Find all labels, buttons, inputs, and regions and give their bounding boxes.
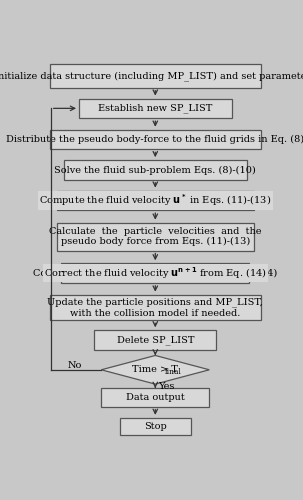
FancyBboxPatch shape — [50, 130, 261, 150]
FancyBboxPatch shape — [79, 98, 231, 118]
FancyBboxPatch shape — [50, 64, 261, 88]
Text: final: final — [165, 368, 182, 376]
FancyBboxPatch shape — [94, 330, 216, 350]
FancyBboxPatch shape — [120, 418, 191, 435]
Text: Delete SP_LIST: Delete SP_LIST — [117, 335, 194, 345]
Text: Update the particle positions and MP_LIST,
with the collision model if needed.: Update the particle positions and MP_LIS… — [47, 298, 263, 318]
Text: Distribute the pseudo body-force to the fluid grids in Eq. (8): Distribute the pseudo body-force to the … — [6, 135, 303, 144]
Text: Yes: Yes — [158, 382, 174, 392]
FancyBboxPatch shape — [61, 263, 249, 283]
Text: Initialize data structure (including MP_LIST) and set parameters: Initialize data structure (including MP_… — [0, 71, 303, 81]
Text: Stop: Stop — [144, 422, 167, 431]
Text: Correct the fluid velocity u^{n+1} from Eq. (14): Correct the fluid velocity u^{n+1} from … — [33, 268, 278, 278]
Text: Solve the fluid sub-problem Eqs. (8)-(10): Solve the fluid sub-problem Eqs. (8)-(10… — [55, 166, 256, 174]
FancyBboxPatch shape — [64, 160, 247, 180]
Text: Time > T: Time > T — [132, 366, 178, 374]
Text: No: No — [67, 360, 82, 370]
Text: Calculate  the  particle  velocities  and  the
pseudo body force from Eqs. (11)-: Calculate the particle velocities and th… — [49, 227, 261, 246]
Text: Correct the fluid velocity $\mathbf{u^{n+1}}$ from Eq. (14): Correct the fluid velocity $\mathbf{u^{n… — [44, 265, 267, 281]
Text: Compute the fluid velocity $\mathbf{u^*}$ in Eqs. (11)-(13): Compute the fluid velocity $\mathbf{u^*}… — [39, 192, 271, 208]
FancyBboxPatch shape — [50, 294, 261, 320]
Text: Data output: Data output — [126, 393, 185, 402]
FancyBboxPatch shape — [57, 190, 254, 210]
Polygon shape — [101, 356, 209, 384]
Text: Establish new SP_LIST: Establish new SP_LIST — [98, 104, 212, 113]
FancyBboxPatch shape — [101, 388, 209, 406]
Text: Compute the fluid velocity u* in Eqs. (11)-(13): Compute the fluid velocity u* in Eqs. (1… — [41, 196, 270, 205]
FancyBboxPatch shape — [57, 222, 254, 250]
